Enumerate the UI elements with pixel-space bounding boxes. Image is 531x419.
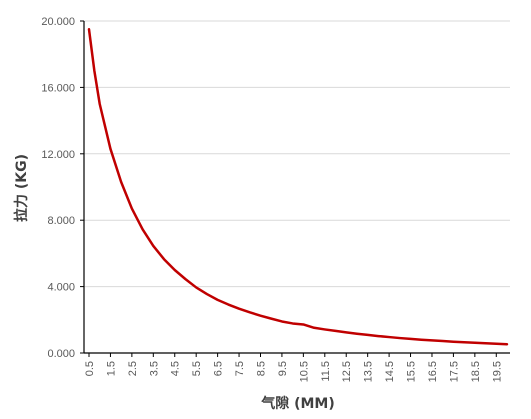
- y-tick-label: 8.000: [47, 215, 75, 227]
- x-axis-ticks: 0.5 1.5 2.5 3.5 4.5 5.5 6.5 7.5 8.5 9.5 10.5 11.5 12…: [84, 353, 503, 382]
- data-point: [206, 293, 208, 295]
- data-point: [99, 103, 101, 105]
- data-point: [356, 333, 358, 335]
- data-point: [131, 208, 133, 210]
- x-tick-label: 4.5: [170, 361, 182, 376]
- data-point: [324, 329, 326, 331]
- data-point: [260, 315, 262, 317]
- data-point: [120, 181, 122, 183]
- data-point: [420, 339, 422, 341]
- data-point: [335, 330, 337, 332]
- data-point: [410, 338, 412, 340]
- data-point: [485, 342, 487, 344]
- data-point: [270, 318, 272, 320]
- data-point: [442, 340, 444, 342]
- data-point: [453, 341, 455, 343]
- data-point: [94, 70, 96, 72]
- x-tick-label: 17.5: [448, 361, 460, 382]
- data-point: [217, 299, 219, 301]
- x-tick-label: 1.5: [105, 361, 117, 376]
- y-tick-label: 0.000: [47, 348, 75, 360]
- data-point: [292, 323, 294, 325]
- x-tick-label: 10.5: [298, 361, 310, 382]
- data-point: [88, 29, 90, 31]
- data-point: [463, 341, 465, 343]
- x-tick-label: 11.5: [320, 361, 332, 382]
- y-tick-label: 20.000: [41, 16, 75, 28]
- data-point: [388, 336, 390, 338]
- data-point: [399, 337, 401, 339]
- gridlines: [84, 20, 510, 288]
- x-tick-label: 19.5: [491, 361, 503, 382]
- y-tick-label: 4.000: [47, 282, 75, 294]
- x-tick-label: 5.5: [191, 361, 203, 376]
- x-tick-label: 13.5: [363, 361, 375, 382]
- x-tick-label: 9.5: [277, 361, 289, 376]
- x-tick-label: 6.5: [213, 361, 225, 376]
- y-tick-label: 12.000: [41, 149, 75, 161]
- x-tick-label: 0.5: [84, 361, 96, 376]
- x-tick-label: 12.5: [341, 361, 353, 382]
- data-point: [185, 278, 187, 280]
- data-point: [474, 342, 476, 344]
- data-point: [281, 321, 283, 323]
- data-point: [367, 334, 369, 336]
- x-tick-label: 16.5: [427, 361, 439, 382]
- x-tick-label: 18.5: [470, 361, 482, 382]
- y-axis-title: 拉力 (KG): [13, 154, 30, 222]
- x-axis-title: 气隙 (MM): [260, 395, 335, 412]
- data-point: [195, 287, 197, 289]
- data-point: [303, 324, 305, 326]
- x-tick-label: 7.5: [234, 361, 246, 376]
- data-point: [238, 308, 240, 310]
- series-line: [87, 28, 509, 346]
- data-point: [378, 335, 380, 337]
- data-point: [249, 312, 251, 314]
- data-point: [174, 269, 176, 271]
- data-point: [345, 332, 347, 334]
- y-tick-label: 16.000: [41, 82, 75, 94]
- data-point: [110, 148, 112, 150]
- data-point: [506, 343, 508, 345]
- x-tick-label: 3.5: [148, 361, 160, 376]
- x-tick-label: 14.5: [384, 361, 396, 382]
- data-point: [153, 245, 155, 247]
- x-tick-label: 8.5: [255, 361, 267, 376]
- data-point: [495, 343, 497, 345]
- data-point: [228, 304, 230, 306]
- data-point: [163, 258, 165, 260]
- data-point: [431, 340, 433, 342]
- data-point: [313, 327, 315, 329]
- y-axis-ticks: 0.000 4.000 8.000 12.000 16.000 20.000: [41, 16, 84, 360]
- data-point: [142, 229, 144, 231]
- x-tick-label: 15.5: [406, 361, 418, 382]
- series-layer: [87, 28, 509, 346]
- x-tick-label: 2.5: [127, 361, 139, 376]
